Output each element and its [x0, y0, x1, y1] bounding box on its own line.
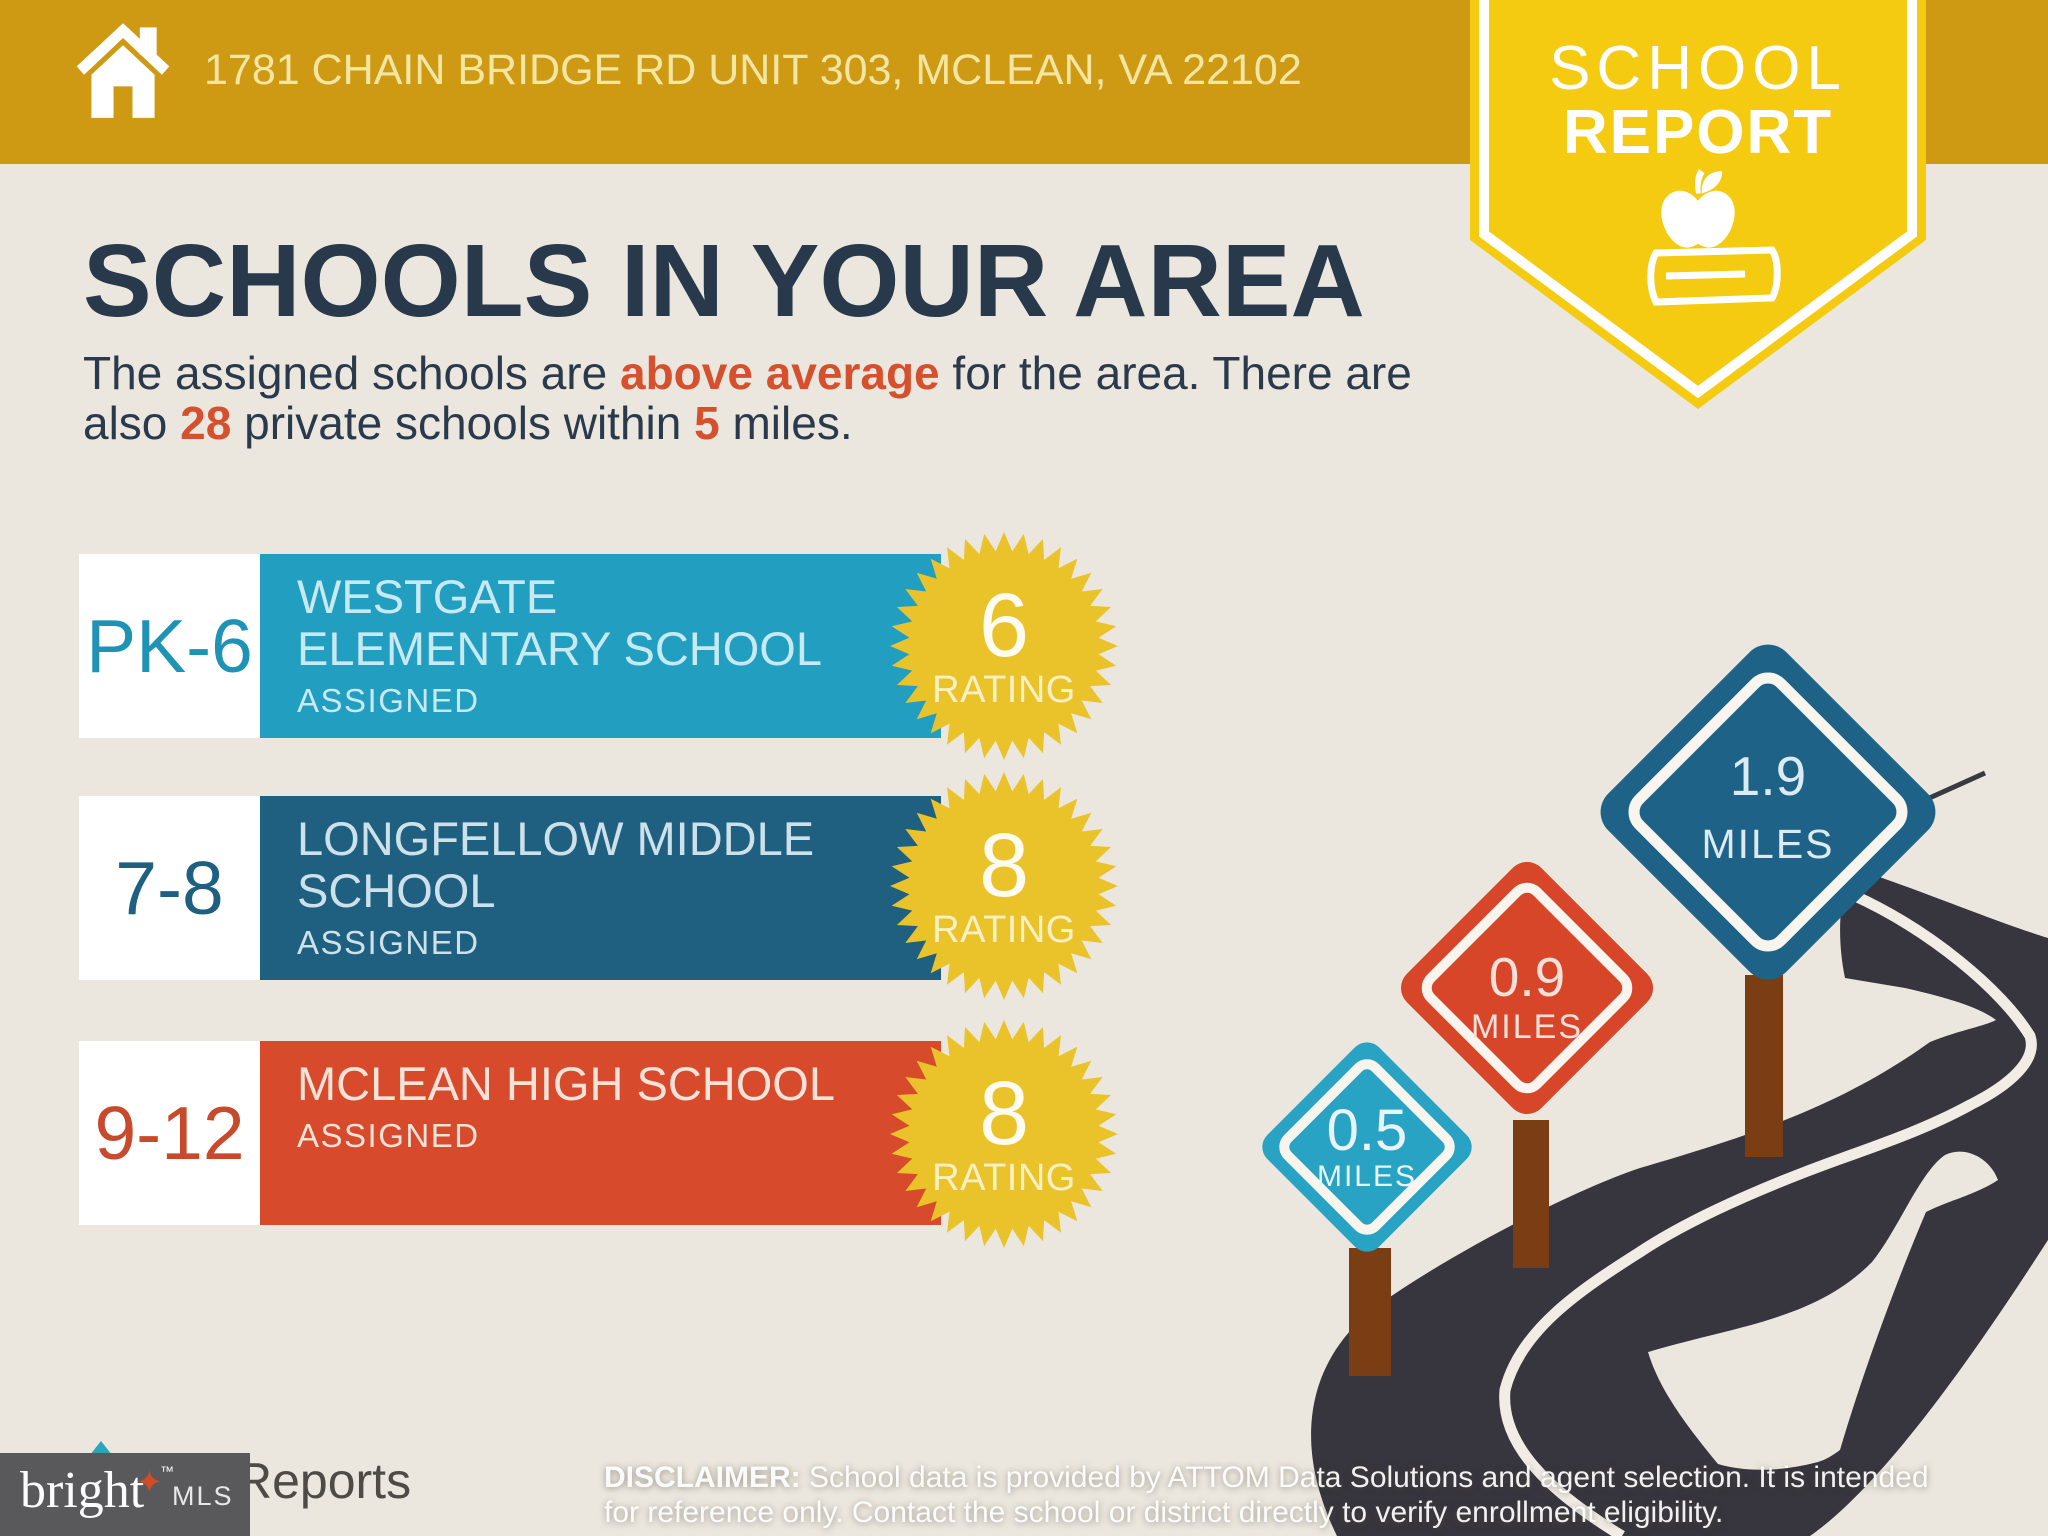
svg-text:MILES: MILES	[1701, 821, 1834, 867]
svg-text:8: 8	[979, 816, 1029, 916]
svg-text:RATING: RATING	[932, 909, 1076, 951]
svg-text:MILES: MILES	[1471, 1008, 1583, 1046]
svg-text:RATING: RATING	[932, 669, 1076, 711]
svg-text:0.9: 0.9	[1489, 946, 1565, 1008]
svg-text:6: 6	[979, 576, 1029, 676]
svg-text:RATING: RATING	[932, 1157, 1076, 1199]
svg-text:0.5: 0.5	[1327, 1098, 1408, 1163]
svg-text:8: 8	[979, 1064, 1029, 1164]
svg-text:1.9: 1.9	[1730, 745, 1806, 807]
svg-text:MILES: MILES	[1317, 1160, 1417, 1193]
